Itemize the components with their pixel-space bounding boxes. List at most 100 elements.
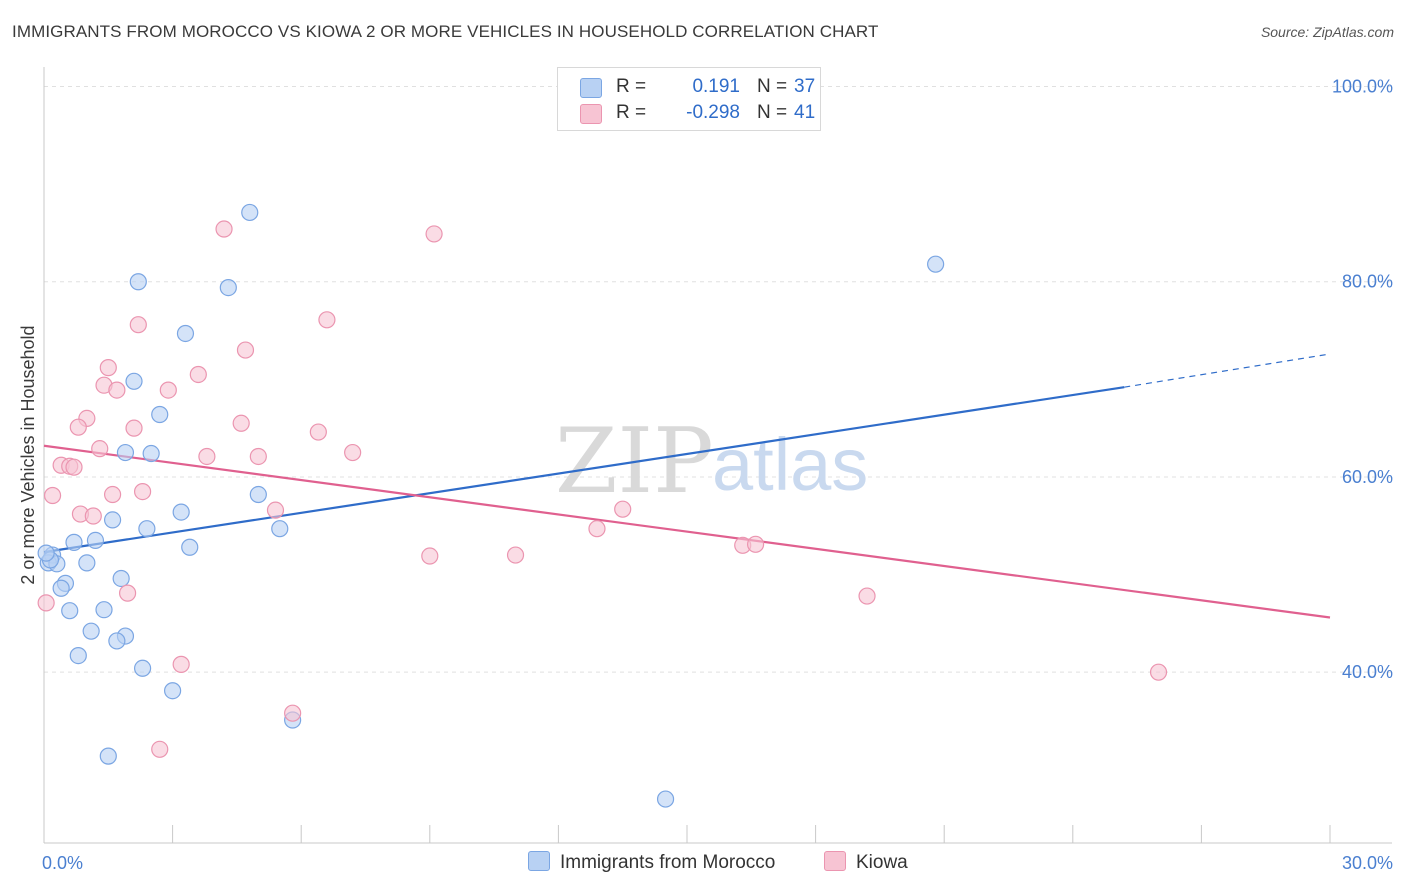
point-blue — [52, 579, 70, 597]
legend-n-value: 41 — [794, 102, 816, 123]
point-pink — [215, 220, 233, 238]
legend-r-label: R = — [616, 102, 647, 123]
point-blue — [176, 324, 195, 343]
legend-r-value: -0.298 — [686, 102, 740, 123]
tick-labels: 40.0% 60.0% 80.0% 100.0% 0.0% 30.0% — [42, 77, 1393, 873]
point-blue — [95, 601, 113, 619]
point-pink — [236, 341, 255, 359]
point-blue — [112, 569, 130, 588]
y-tick-label: 60.0% — [1342, 467, 1393, 487]
point-pink — [309, 423, 327, 441]
point-blue — [138, 520, 156, 538]
chart-title: IMMIGRANTS FROM MOROCCO VS KIOWA 2 OR MO… — [12, 22, 879, 41]
point-blue — [108, 632, 126, 650]
point-blue — [103, 511, 122, 529]
point-pink — [43, 486, 62, 505]
point-pink — [266, 501, 285, 519]
y-axis-label: 2 or more Vehicles in Household — [18, 325, 38, 584]
point-blue — [181, 538, 199, 556]
point-pink — [129, 316, 147, 334]
legend-n-label: N = — [757, 76, 788, 97]
point-pink — [189, 365, 207, 384]
bottom-legend-swatch-blue — [528, 851, 550, 871]
point-blue — [927, 255, 945, 273]
point-pink — [133, 483, 152, 501]
point-pink — [172, 655, 190, 673]
point-pink — [84, 507, 102, 525]
point-pink — [108, 381, 126, 399]
point-pink — [151, 740, 169, 758]
legend-r-label: R = — [616, 76, 647, 97]
point-blue — [249, 485, 267, 504]
axes — [43, 67, 1392, 844]
point-blue — [219, 278, 237, 297]
point-pink — [344, 443, 362, 462]
legend-n-label: N = — [757, 102, 788, 123]
point-blue — [116, 443, 135, 462]
point-blue — [241, 203, 259, 222]
bottom-legend-morocco: Immigrants from Morocco — [528, 851, 775, 874]
point-pink — [858, 587, 876, 605]
point-blue — [69, 646, 87, 665]
point-blue — [61, 602, 79, 620]
point-pink — [159, 381, 177, 399]
legend-r-value: 0.191 — [692, 76, 740, 97]
point-pink — [588, 520, 606, 538]
point-blue — [164, 682, 182, 700]
point-blue — [133, 659, 152, 677]
point-blue — [86, 531, 105, 550]
legend-swatch-blue — [580, 78, 602, 98]
stats-legend: R = 0.191 N = 37 R = -0.298 N = 41 — [557, 67, 821, 131]
point-blue — [271, 520, 289, 538]
grid-lines — [44, 86, 1392, 673]
source-label: Source: ZipAtlas.com — [1260, 24, 1394, 40]
trend-extension-blue — [1124, 353, 1331, 388]
point-pink — [65, 458, 83, 476]
point-blue — [125, 372, 143, 390]
point-blue — [82, 622, 100, 640]
bottom-legend-label-kiowa: Kiowa — [856, 852, 908, 873]
point-blue — [172, 503, 190, 521]
point-pink — [118, 584, 137, 602]
point-pink — [421, 547, 439, 565]
point-pink — [746, 535, 765, 553]
point-blue — [656, 790, 675, 808]
point-pink — [249, 447, 267, 466]
y-tick-label: 100.0% — [1332, 77, 1393, 97]
point-pink — [425, 225, 443, 243]
point-pink — [318, 311, 336, 329]
point-pink — [232, 414, 250, 432]
point-pink — [284, 704, 302, 722]
point-blue — [65, 533, 83, 551]
point-blue — [151, 405, 169, 424]
point-pink — [198, 447, 216, 466]
x-tick-label: 0.0% — [42, 853, 83, 873]
y-tick-label: 40.0% — [1342, 662, 1393, 682]
x-tick-label: 30.0% — [1342, 853, 1393, 873]
point-blue — [99, 747, 117, 765]
point-blue — [129, 273, 147, 291]
point-blue — [78, 554, 96, 572]
bottom-legend-swatch-pink — [824, 851, 846, 871]
point-blue — [37, 544, 55, 562]
trend-line-pink — [43, 444, 1331, 619]
trend-lines — [43, 353, 1331, 619]
point-pink — [91, 440, 109, 458]
watermark-atlas: atlas — [712, 423, 868, 506]
legend-swatch-pink — [580, 104, 602, 124]
point-pink — [506, 546, 525, 564]
bottom-legend-kiowa: Kiowa — [824, 851, 908, 874]
data-points — [37, 203, 1168, 808]
y-tick-label: 80.0% — [1342, 272, 1393, 292]
bottom-legend-label-morocco: Immigrants from Morocco — [560, 852, 776, 873]
point-pink — [37, 594, 55, 612]
legend-n-value: 37 — [794, 76, 816, 97]
point-pink — [1149, 663, 1168, 681]
point-pink — [99, 359, 117, 377]
point-pink — [125, 419, 143, 437]
point-pink — [69, 418, 87, 436]
trend-line-blue — [43, 386, 1125, 554]
point-pink — [103, 485, 122, 504]
point-pink — [614, 500, 632, 518]
